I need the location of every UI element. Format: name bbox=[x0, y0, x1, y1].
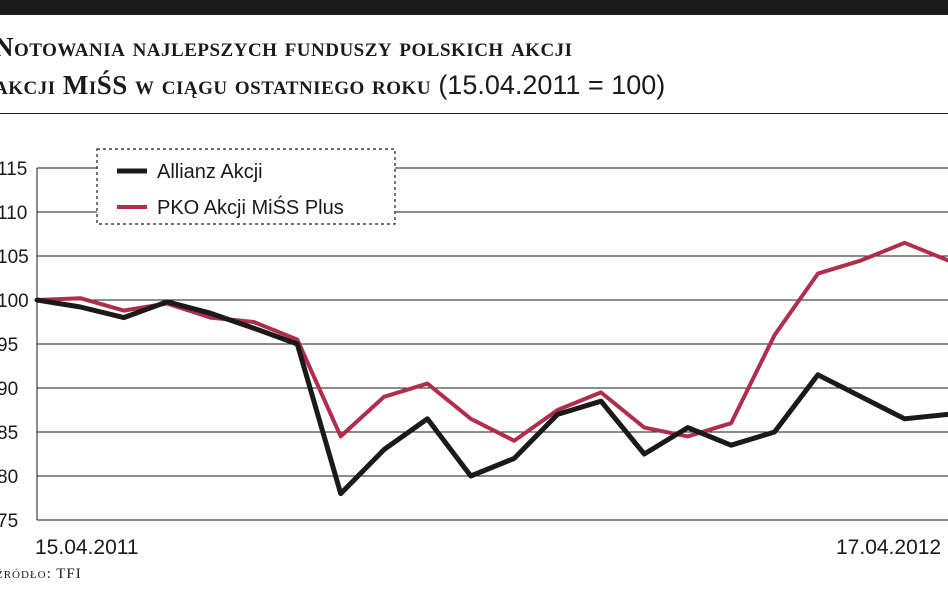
title-rule bbox=[0, 113, 948, 114]
line-chart: 115 110 105 100 95 90 85 80 75 15.04.2011 17.04.20… bbox=[0, 148, 948, 559]
y-tick-label: 100 bbox=[0, 291, 29, 312]
y-tick-label: 105 bbox=[0, 247, 29, 268]
title-subtitle: (15.04.2011 = 100) bbox=[438, 70, 666, 100]
x-tick-label: 17.04.2012 bbox=[836, 536, 941, 559]
y-tick-label: 90 bbox=[0, 379, 18, 400]
legend-box bbox=[96, 148, 396, 225]
y-tick-label: 75 bbox=[0, 511, 18, 532]
x-tick-label: 15.04.2011 bbox=[35, 536, 139, 559]
title-line-2: akcji MiŚS w ciągu ostatniego roku (15.0… bbox=[0, 66, 948, 104]
legend-label-1: Allianz Akcji bbox=[157, 161, 263, 183]
title-line-2-main: akcji MiŚS w ciągu ostatniego roku bbox=[0, 70, 432, 100]
legend-label-2: PKO Akcji MiŚS Plus bbox=[157, 195, 344, 219]
series-line-2 bbox=[35, 240, 948, 443]
source-note: źródło: TFI bbox=[0, 566, 82, 582]
y-tick-label: 85 bbox=[0, 423, 18, 444]
chart-title: Notowania najlepszych funduszy polskich … bbox=[0, 28, 948, 104]
top-bar bbox=[0, 0, 948, 15]
y-tick-label: 95 bbox=[0, 335, 18, 356]
y-tick-label: 110 bbox=[0, 203, 27, 224]
title-line-1: Notowania najlepszych funduszy polskich … bbox=[0, 32, 573, 62]
y-tick-label: 80 bbox=[0, 467, 18, 488]
y-tick-label: 115 bbox=[0, 159, 27, 180]
series-line-1 bbox=[34, 297, 948, 497]
